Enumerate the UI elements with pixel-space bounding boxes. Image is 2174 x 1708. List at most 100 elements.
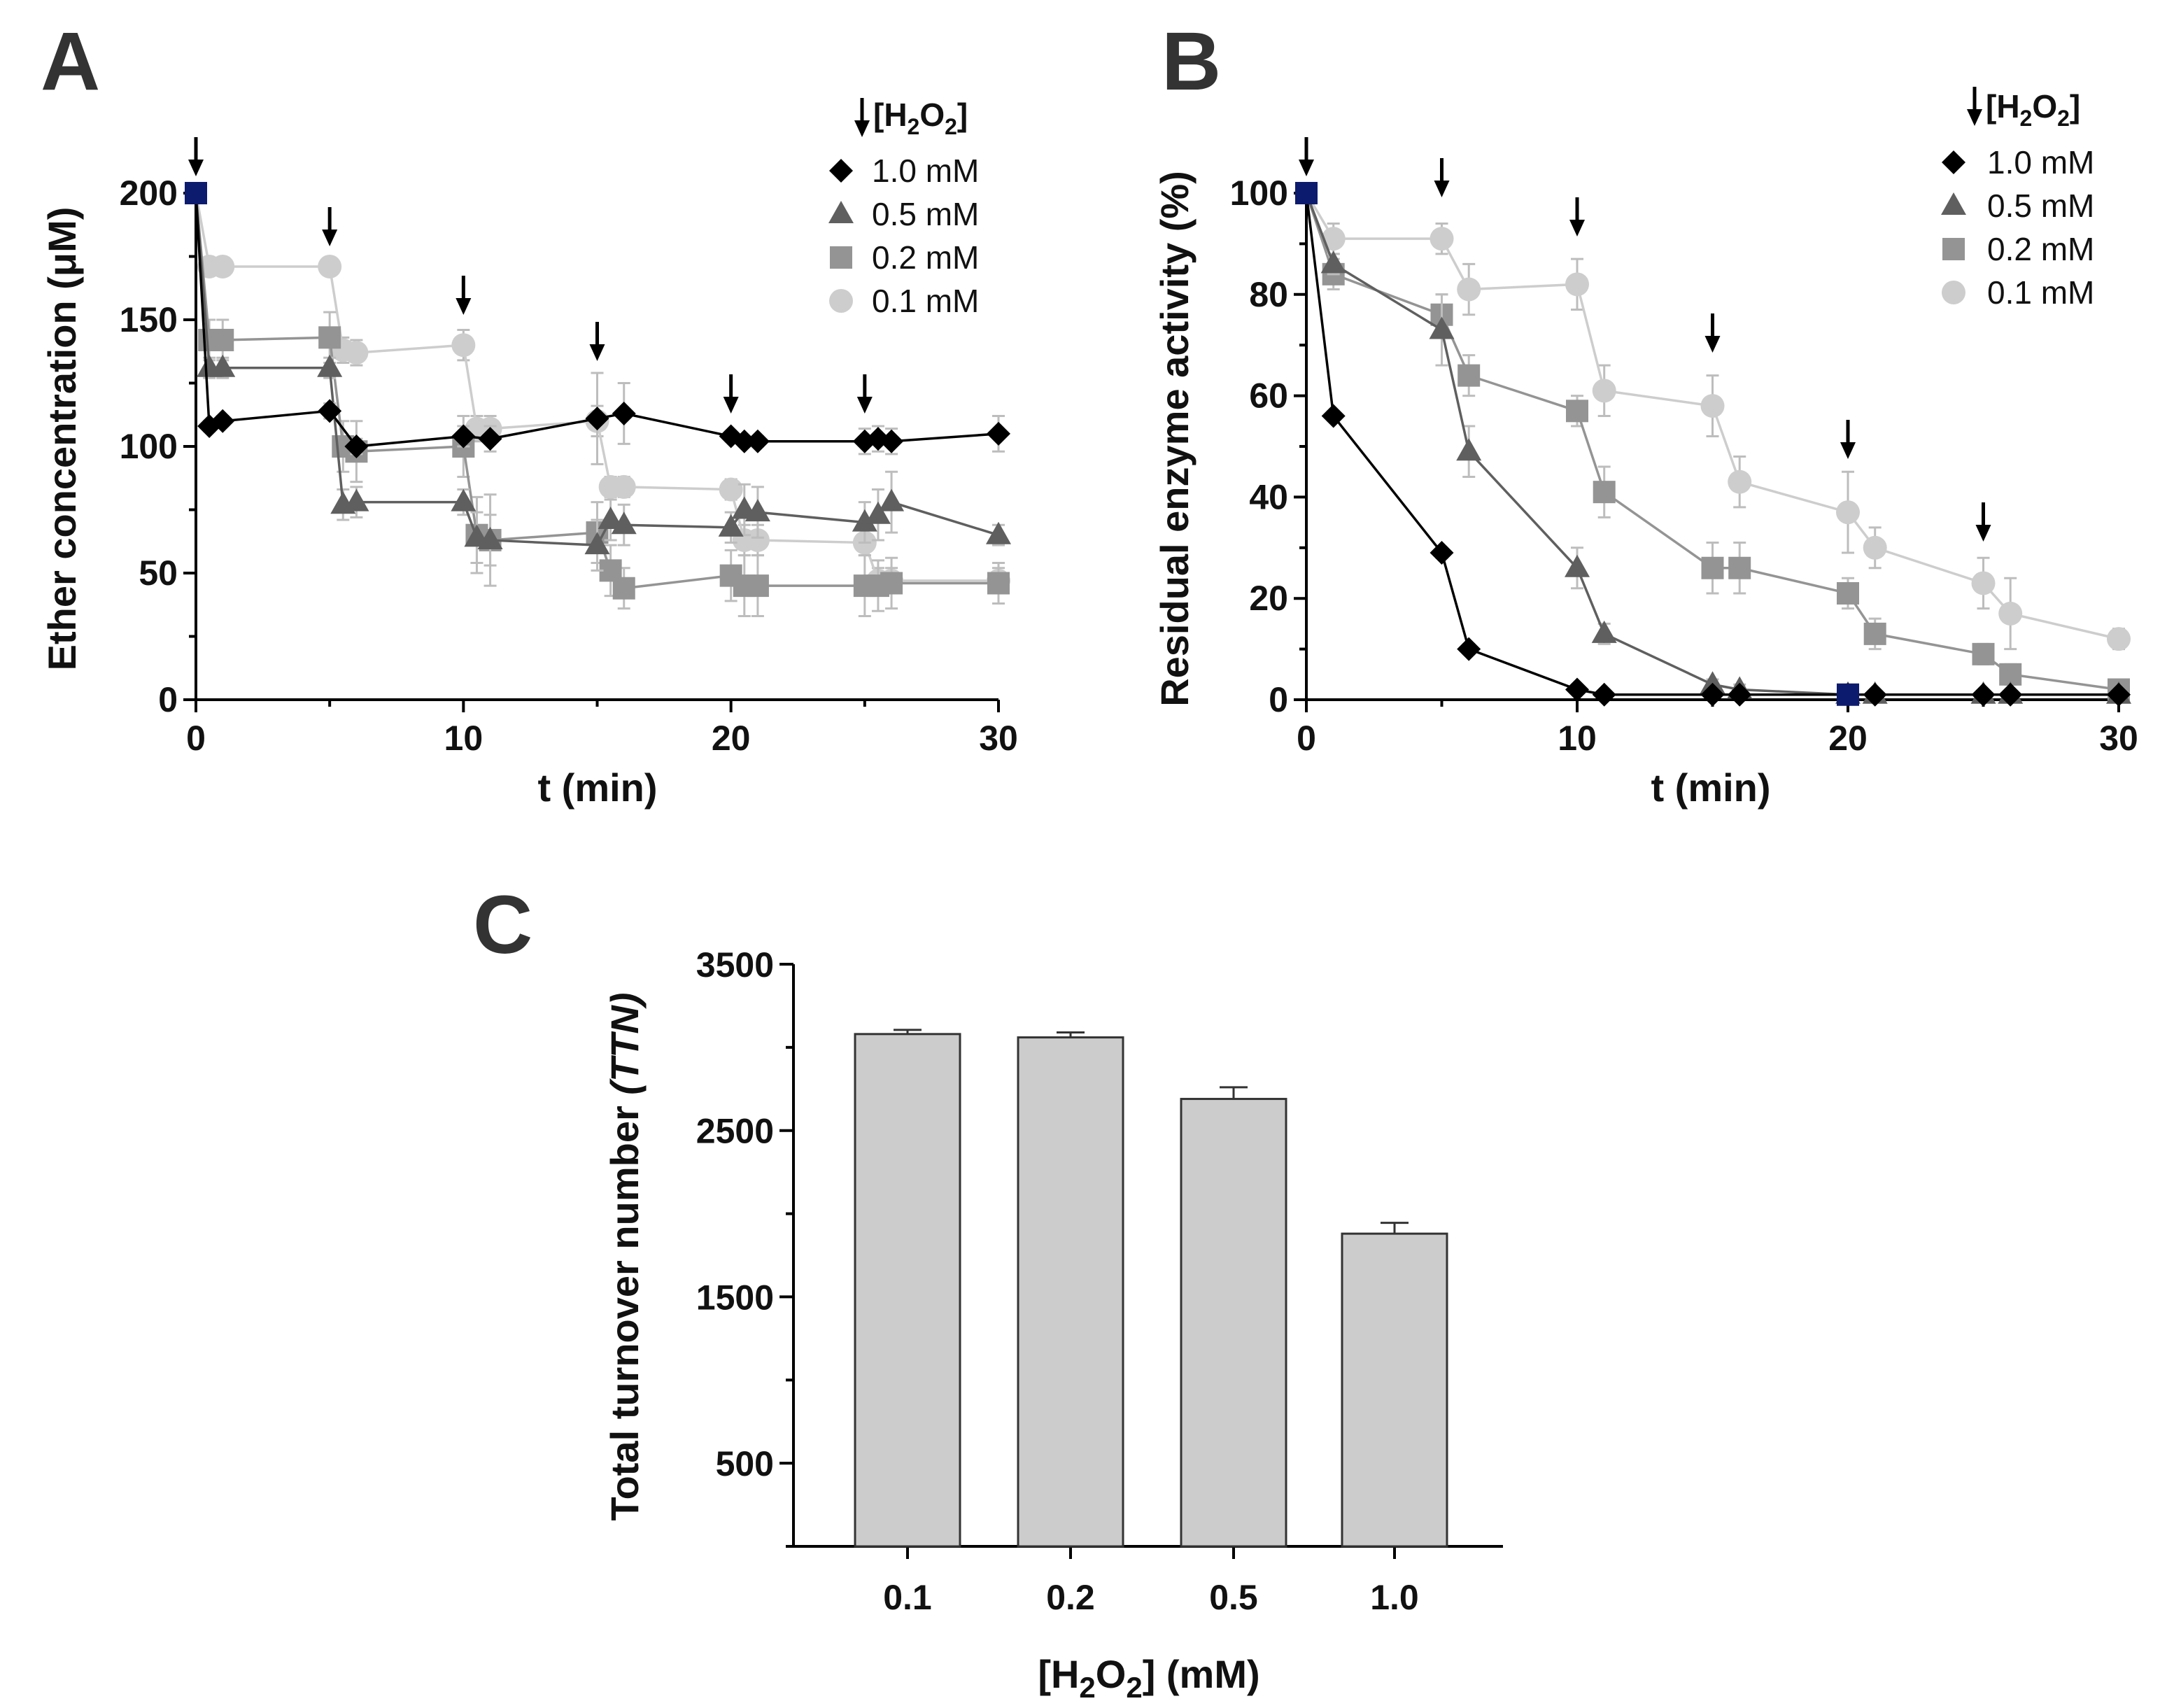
data-point (612, 577, 635, 600)
series-0-5-mM (195, 192, 1011, 572)
legend-marker (1942, 238, 1965, 260)
data-point (719, 477, 743, 502)
data-point (1566, 400, 1588, 423)
legend-marker (828, 201, 854, 223)
data-point (1728, 470, 1752, 494)
series-0-5-mM (1305, 192, 2131, 704)
panel-b-x-axis-title: t (min) (1651, 765, 1770, 810)
panel-a-addition-arrows (188, 137, 873, 414)
data-point (986, 521, 1011, 544)
legend-title-prefix: [H (873, 97, 908, 133)
series-line (1305, 192, 2119, 696)
data-point (987, 572, 1010, 595)
legend-title-prefix: [H (1986, 88, 2020, 125)
data-point (1592, 379, 1616, 403)
data-point (852, 509, 877, 532)
panel-c-y-axis-title-italic: (TTN) (602, 993, 647, 1095)
bar-group (1180, 1086, 1287, 1548)
data-point (1321, 227, 1346, 251)
addition-arrow (1434, 158, 1450, 197)
panel-c-y-axis-title: Total turnover number (TTN) (602, 993, 647, 1521)
data-point (1429, 316, 1455, 339)
x-tick-label: 0.2 (1046, 1578, 1095, 1617)
x-tick-label: 0 (186, 719, 206, 758)
data-point (451, 488, 477, 511)
series-1-0-mM (195, 192, 1010, 465)
legend-entry: 0.5 mM (1987, 188, 2094, 224)
legend-title-suffix: ] (2070, 88, 2080, 125)
x-tick-label: 20 (1828, 719, 1868, 758)
x-tick-label: 30 (979, 719, 1018, 758)
addition-arrow (1569, 197, 1585, 237)
legend-marker (1941, 192, 1966, 215)
data-point (612, 474, 636, 499)
y-tick-label: 200 (120, 174, 178, 213)
panel-a-legend: [H2O2] 1.0 mM0.5 mM0.2 mM0.1 mM (828, 97, 979, 319)
initial-point (185, 182, 207, 204)
series-line (1305, 192, 2119, 691)
data-point (1700, 682, 1725, 707)
legend-marker (829, 159, 853, 183)
panel-a: A Ether concentration (μM) t (min) 0 10 20… (40, 15, 1018, 810)
y-tick-label: 3500 (696, 945, 774, 984)
x-tick-label: 0 (1297, 719, 1316, 758)
data-point (1457, 364, 1481, 387)
legend-title-sub2: 2 (945, 114, 957, 139)
y-tick-label: 2500 (696, 1112, 774, 1151)
panel-b-legend-title: [H2O2] (1986, 88, 2080, 131)
data-point (987, 421, 1010, 446)
panel-c: C Total turnover number (TTN) [H2O2] (mM… (473, 879, 1503, 1704)
data-point (1998, 601, 2023, 626)
final-point (1837, 683, 1859, 706)
y-tick-label: 0 (158, 680, 178, 719)
data-point (344, 488, 369, 511)
panel-c-bars (854, 1029, 1448, 1548)
data-point (718, 514, 744, 537)
data-point (879, 488, 905, 511)
legend-entry: 1.0 mM (1987, 144, 2094, 181)
data-point (744, 499, 770, 522)
legend-title-sub1: 2 (2020, 106, 2033, 131)
series-1-0-mM (1305, 192, 2131, 707)
addition-arrow (589, 322, 605, 361)
data-point (451, 333, 476, 358)
y-tick-label: 1500 (696, 1278, 774, 1317)
data-point (1593, 481, 1616, 504)
data-point (1565, 272, 1589, 297)
y-tick-label: 500 (716, 1444, 774, 1483)
data-point (1430, 227, 1454, 251)
y-tick-label: 50 (139, 553, 178, 593)
data-point (1591, 620, 1617, 643)
x-tick-label: 10 (1558, 719, 1597, 758)
y-tick-label: 20 (1249, 579, 1288, 618)
legend-title-sub2: 2 (2057, 106, 2070, 131)
y-tick-label: 150 (120, 300, 178, 339)
bar (1017, 1036, 1124, 1548)
legend-entry: 0.5 mM (872, 196, 979, 232)
data-point (1863, 682, 1887, 707)
bar (1180, 1098, 1287, 1548)
panel-c-x-axis-title: [H2O2] (mM) (1038, 1652, 1259, 1704)
addition-arrow (723, 374, 739, 414)
data-point (1837, 581, 1859, 605)
data-point (1700, 671, 1725, 694)
data-point (612, 401, 636, 425)
data-point (745, 429, 770, 453)
addition-arrow (188, 137, 204, 176)
panel-a-label: A (41, 15, 100, 108)
panel-b-legend: [H2O2] 1.0 mM0.5 mM0.2 mM0.1 mM (1941, 87, 2094, 311)
data-point (1971, 571, 1996, 595)
legend-title-mid: O (919, 97, 945, 133)
data-point (344, 341, 369, 365)
bar-group (1341, 1222, 1448, 1548)
y-tick-label: 40 (1249, 477, 1288, 516)
addition-arrow (1299, 137, 1314, 176)
panel-c-label: C (473, 879, 532, 971)
panel-a-x-axis-title: t (min) (537, 765, 657, 810)
panel-c-y-axis-title-main: Total turnover number (602, 1106, 647, 1520)
data-point (451, 424, 476, 449)
legend-marker (830, 246, 852, 269)
x-tick-label: 0.5 (1209, 1578, 1258, 1617)
data-point (1565, 677, 1589, 702)
data-point (1457, 277, 1481, 302)
